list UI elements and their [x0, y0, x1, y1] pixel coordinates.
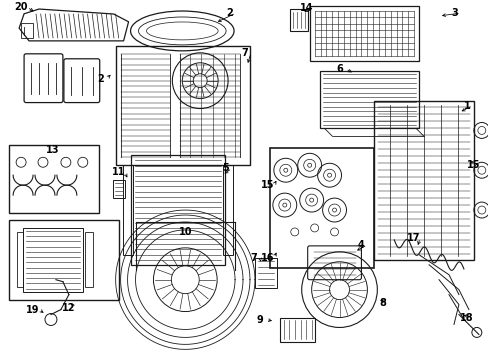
- Bar: [223, 165, 233, 255]
- Text: 17: 17: [407, 233, 420, 243]
- Bar: [17, 232, 23, 287]
- Text: 6: 6: [335, 64, 342, 74]
- Bar: [112, 180, 124, 198]
- Text: 2: 2: [226, 8, 233, 18]
- Text: 2: 2: [97, 74, 104, 84]
- Bar: [9, 145, 99, 213]
- Text: 7: 7: [241, 48, 248, 58]
- Text: 11: 11: [112, 167, 125, 177]
- Text: 10: 10: [178, 227, 192, 237]
- Bar: [319, 71, 418, 129]
- Bar: [130, 155, 224, 265]
- Bar: [309, 6, 418, 61]
- Text: 4: 4: [357, 240, 364, 250]
- Text: 1: 1: [463, 100, 469, 111]
- Bar: [269, 148, 374, 268]
- Bar: [122, 165, 132, 255]
- Bar: [9, 220, 119, 300]
- Bar: [374, 100, 473, 260]
- Text: 14: 14: [299, 3, 313, 13]
- Text: 13: 13: [46, 145, 60, 155]
- Text: 12: 12: [62, 302, 76, 312]
- Text: 18: 18: [459, 312, 473, 323]
- Bar: [21, 23, 33, 38]
- Bar: [289, 9, 307, 31]
- Text: 19: 19: [26, 305, 40, 315]
- Bar: [115, 46, 249, 165]
- Text: 15: 15: [466, 160, 480, 170]
- Text: 3: 3: [450, 8, 457, 18]
- Text: 5: 5: [222, 163, 229, 173]
- Bar: [23, 228, 82, 292]
- Text: 9: 9: [256, 315, 263, 324]
- Text: 15: 15: [261, 180, 274, 190]
- Text: 20: 20: [14, 2, 28, 12]
- Bar: [254, 258, 276, 288]
- Text: 16: 16: [261, 253, 274, 263]
- Text: 8: 8: [378, 298, 385, 307]
- Bar: [279, 318, 314, 342]
- Text: 7: 7: [250, 253, 257, 263]
- Bar: [84, 232, 93, 287]
